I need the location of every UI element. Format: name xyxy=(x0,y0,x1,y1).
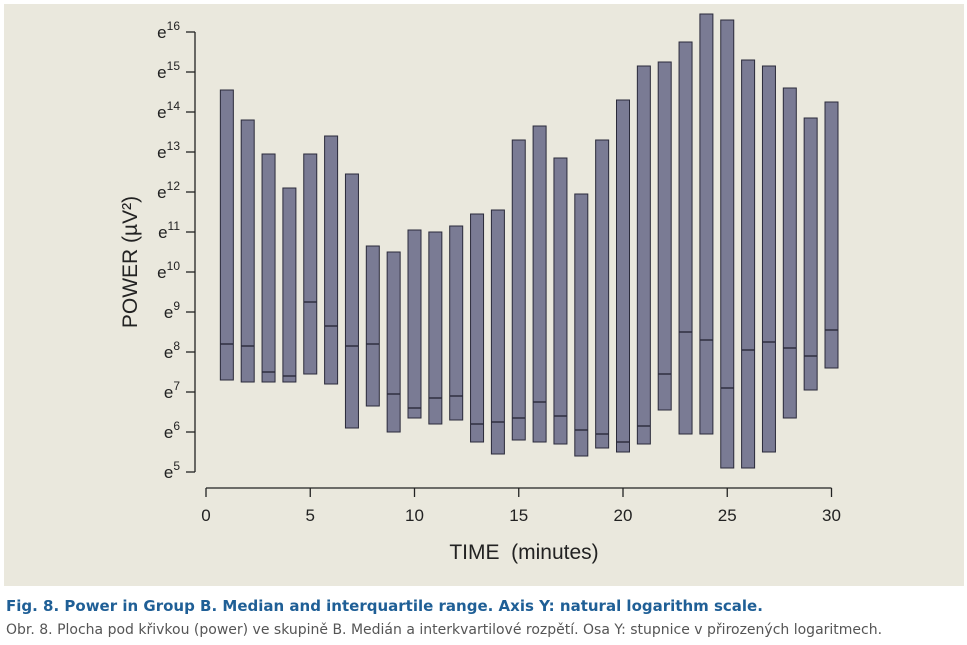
iqr-bar xyxy=(532,125,547,443)
iqr-bar xyxy=(365,245,380,407)
x-tick-label: 30 xyxy=(822,506,841,525)
iqr-bar xyxy=(803,117,818,391)
y-tick-label: e10 xyxy=(157,259,180,282)
y-tick-label: e11 xyxy=(158,219,180,242)
iqr-bar xyxy=(282,187,297,383)
x-tick-label: 15 xyxy=(509,506,528,525)
y-tick-label: e5 xyxy=(164,459,180,482)
iqr-bar xyxy=(574,193,589,457)
iqr-bar xyxy=(699,13,714,435)
x-tick-label: 25 xyxy=(718,506,737,525)
x-tick-label: 0 xyxy=(201,506,210,525)
iqr-bar xyxy=(511,139,526,441)
y-axis: e5 e6 e7 e8 e9 e10 e11 e12 e13 e14 e15 e16 xyxy=(157,19,196,482)
iqr-bar xyxy=(595,139,610,449)
iqr-bar xyxy=(616,99,630,453)
y-tick-label: e8 xyxy=(164,339,180,362)
x-tick-label: 10 xyxy=(405,506,424,525)
iqr-bar xyxy=(657,61,672,411)
y-tick-label: e14 xyxy=(157,99,180,122)
iqr-bar xyxy=(678,41,693,435)
x-tick-label: 5 xyxy=(306,506,315,525)
caption-english: Fig. 8. Power in Group B. Median and int… xyxy=(6,597,763,615)
caption-czech: Obr. 8. Plocha pod křivkou (power) ve sk… xyxy=(6,622,883,638)
iqr-bar xyxy=(386,251,401,433)
y-tick-label: e7 xyxy=(164,379,180,402)
iqr-bar xyxy=(741,59,756,469)
iqr-bar xyxy=(720,19,735,469)
iqr-bar xyxy=(261,153,276,383)
chart: e5 e6 e7 e8 e9 e10 e11 e12 e13 e14 e15 e16 0 5 10 15 20… xyxy=(119,13,841,564)
iqr-bar xyxy=(490,209,505,455)
x-axis-title: TIME (minutes) xyxy=(449,541,598,564)
iqr-bar xyxy=(782,87,797,419)
bars xyxy=(219,13,839,469)
y-tick-label: e9 xyxy=(164,299,180,322)
y-tick-label: e15 xyxy=(157,59,180,82)
x-axis: 0 5 10 15 20 25 30 xyxy=(201,487,841,525)
iqr-bar xyxy=(636,65,651,445)
iqr-bar xyxy=(470,213,485,443)
iqr-bar xyxy=(824,101,839,369)
iqr-bar xyxy=(344,173,359,429)
iqr-bar xyxy=(324,135,339,385)
iqr-bar xyxy=(219,89,234,381)
iqr-bar xyxy=(407,229,422,419)
iqr-bar xyxy=(240,119,255,383)
iqr-bar xyxy=(553,157,568,445)
iqr-bar xyxy=(428,231,443,425)
iqr-bar xyxy=(303,153,318,375)
y-axis-title: POWER (µV²) xyxy=(119,196,142,328)
y-tick-label: e16 xyxy=(157,19,180,42)
x-tick-label: 20 xyxy=(614,506,633,525)
iqr-bar xyxy=(449,225,464,421)
y-tick-label: e13 xyxy=(157,139,180,162)
iqr-bar xyxy=(761,65,776,453)
y-tick-label: e12 xyxy=(157,179,180,202)
y-tick-label: e6 xyxy=(164,419,180,442)
